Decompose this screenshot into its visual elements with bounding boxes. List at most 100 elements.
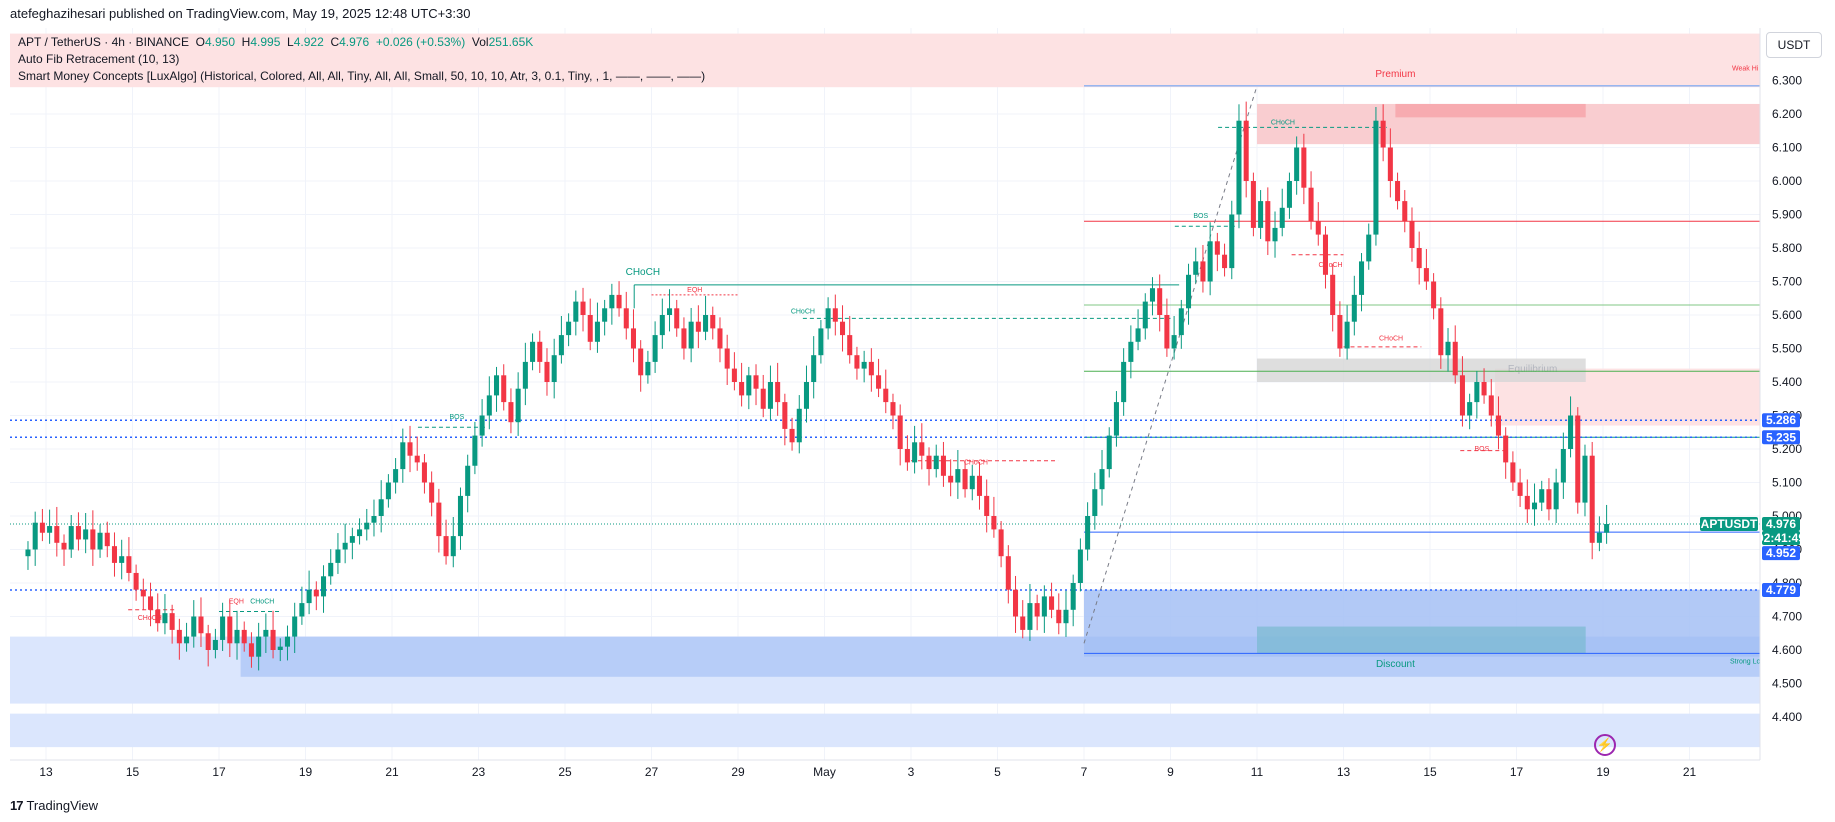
candle-body: [782, 402, 788, 429]
candle-body: [1171, 335, 1177, 349]
candle-body: [796, 408, 802, 443]
candle-body: [263, 629, 269, 637]
candle-body: [666, 308, 673, 315]
candle-body: [1056, 609, 1062, 624]
candle-body: [284, 636, 291, 647]
candle-body: [1250, 181, 1256, 228]
candle-body: [1027, 603, 1033, 630]
candle-body: [746, 375, 752, 396]
candle-body: [530, 341, 536, 362]
strong-low-label: Strong Lo: [1730, 658, 1760, 665]
candle-body: [630, 328, 637, 349]
candle-body: [1524, 495, 1530, 510]
lightning-icon[interactable]: ⚡: [1594, 734, 1616, 756]
candle-body: [277, 646, 283, 650]
candle-body: [61, 542, 67, 550]
y-tick-label: 5.100: [1772, 476, 1802, 490]
candle-body: [962, 469, 968, 490]
close-label: C: [330, 35, 340, 49]
candle-body: [1604, 524, 1610, 533]
footer-brand[interactable]: 17 TradingView: [10, 798, 98, 813]
candle-body: [1546, 489, 1552, 510]
candle-body: [1337, 315, 1343, 349]
candle-body: [1344, 321, 1350, 349]
candle-body: [976, 475, 983, 496]
high-label: H: [241, 35, 251, 49]
candle-body: [47, 526, 53, 533]
candle-body: [1503, 435, 1509, 463]
candle-body: [703, 315, 709, 332]
candle-body: [1020, 616, 1026, 630]
candle-body: [1286, 181, 1292, 208]
candle-body: [97, 532, 103, 550]
candle-body: [1459, 375, 1465, 416]
candle-body: [25, 549, 31, 557]
candle-body: [90, 529, 96, 550]
structure-label: CHoCH: [626, 267, 660, 278]
candle-body: [1517, 482, 1523, 496]
candle-body: [1445, 341, 1451, 356]
candle-body: [688, 321, 694, 349]
candle-body: [184, 636, 190, 644]
candle-body: [1531, 502, 1538, 510]
candle-body: [54, 526, 60, 543]
candle-body: [155, 609, 161, 624]
candle-body: [1452, 341, 1458, 376]
candle-body: [674, 308, 680, 329]
candle-body: [1539, 489, 1545, 503]
candle-body: [811, 355, 817, 382]
candle-body: [234, 629, 240, 644]
candle-body: [508, 402, 514, 423]
candle-body: [832, 308, 838, 322]
structure-label: CHoCH: [138, 615, 162, 622]
symbol-name[interactable]: APT / TetherUS · 4h · BINANCE: [18, 35, 189, 49]
candle-body: [1488, 395, 1494, 416]
price-label: 4.952: [1766, 546, 1796, 560]
y-tick-label: 6.000: [1772, 174, 1802, 188]
currency-button[interactable]: USDT: [1766, 32, 1822, 58]
candle-body: [493, 375, 500, 396]
candle-body: [1085, 516, 1091, 550]
candle-body: [724, 348, 730, 369]
x-tick-label: 19: [299, 765, 313, 779]
candle-body: [256, 636, 262, 657]
candle-body: [847, 335, 853, 356]
candle-body: [876, 375, 882, 389]
candle-body: [731, 368, 737, 382]
candle-body: [1431, 281, 1437, 309]
candle-body: [1128, 341, 1134, 362]
candle-body: [1005, 556, 1011, 590]
indicator-fib[interactable]: Auto Fib Retracement (10, 13): [18, 52, 180, 66]
candle-body: [472, 435, 478, 466]
candle-body: [1041, 596, 1047, 617]
symbol-legend: APT / TetherUS · 4h · BINANCE O4.950 H4.…: [18, 35, 533, 49]
candle-body: [378, 499, 384, 516]
price-label-bg: [1762, 546, 1800, 561]
premium-label: Premium: [1375, 69, 1415, 80]
candle-body: [998, 529, 1004, 557]
y-tick-label: 4.600: [1772, 643, 1802, 657]
candle-body: [659, 315, 665, 336]
candle-body: [868, 361, 874, 376]
candle-body: [1366, 234, 1372, 262]
x-tick-label: 27: [645, 765, 659, 779]
structure-label: CHoCH: [1318, 262, 1342, 269]
candle-body: [126, 556, 132, 573]
candle-body: [1553, 482, 1559, 510]
price-label-bg: [1700, 517, 1758, 532]
volume-label: Vol: [471, 35, 489, 49]
candle-body: [1351, 294, 1357, 322]
candle-body: [775, 382, 781, 403]
y-tick-label: 6.100: [1772, 141, 1802, 155]
weak-high-label: Weak Hi: [1732, 65, 1759, 72]
candle-body: [1409, 221, 1415, 248]
candle-body: [306, 589, 312, 604]
candle-body: [616, 294, 622, 309]
indicator-smc[interactable]: Smart Money Concepts [LuxAlgo] (Historic…: [18, 69, 706, 83]
candle-body: [1373, 120, 1379, 235]
candle-body: [371, 516, 377, 523]
candle-body: [544, 361, 550, 382]
candle-body: [1265, 201, 1271, 242]
candle-body: [1315, 221, 1321, 235]
